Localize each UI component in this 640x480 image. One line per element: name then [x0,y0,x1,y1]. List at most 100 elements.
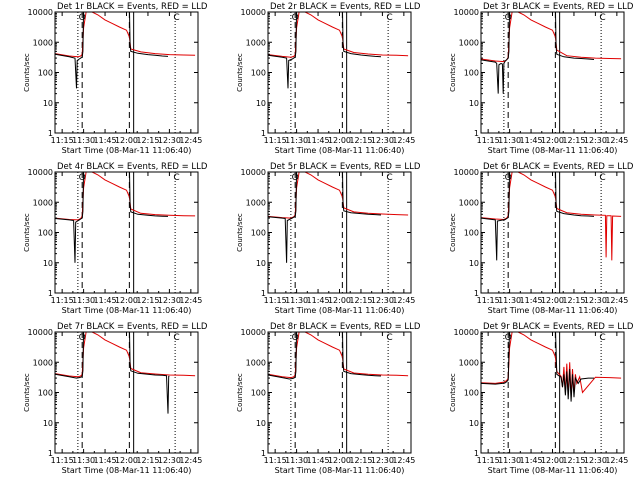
x-tick-label: 11:45 [307,296,330,305]
x-tick-label: 11:15 [264,136,287,145]
y-tick-label: 10 [256,419,266,428]
panel-title: Det 1r BLACK = Events, RED = LLD [57,2,208,12]
y-axis-label: Counts/sec [449,53,457,92]
y-tick-label: 10000 [28,328,53,337]
x-tick-label: 11:30 [72,456,95,465]
event-marker: O [79,13,86,23]
series-events-line [268,172,382,263]
x-tick-label: 11:45 [520,136,543,145]
event-marker: C [386,333,392,343]
x-tick-label: 11:15 [264,296,287,305]
x-tick-label: 12:00 [541,296,564,305]
x-tick-label: 11:15 [51,136,74,145]
y-tick-label: 100 [38,389,53,398]
y-tick-label: 100 [251,389,266,398]
plot-area [55,12,196,89]
plot-area [268,172,409,263]
y-tick-label: 100 [251,229,266,238]
x-tick-label: 11:45 [94,456,117,465]
x-tick-label: 12:15 [562,296,585,305]
y-tick-label: 1000 [459,198,479,207]
event-marker: O [79,173,86,183]
y-tick-label: 1000 [459,358,479,367]
x-axis-label: Start Time (08-Mar-11 11:06:40) [275,466,405,475]
x-tick-label: 12:30 [371,456,394,465]
y-tick-label: 1 [474,289,479,298]
y-tick-label: 10000 [241,328,266,337]
y-tick-label: 100 [38,229,53,238]
y-axis-label: Counts/sec [449,373,457,412]
x-tick-label: 12:15 [349,136,372,145]
plot-area [55,332,196,414]
plot-area [481,172,622,261]
y-tick-label: 10 [43,99,53,108]
plot-area [55,172,196,263]
y-tick-label: 1 [474,449,479,458]
y-tick-label: 10000 [241,168,266,177]
x-tick-label: 12:45 [179,456,202,465]
y-axis-label: Counts/sec [23,53,31,92]
event-marker: O [79,333,86,343]
y-tick-label: 10 [469,419,479,428]
y-tick-label: 1000 [33,358,53,367]
y-tick-label: 10000 [28,168,53,177]
x-tick-label: 11:45 [520,296,543,305]
x-axis-label: Start Time (08-Mar-11 11:06:40) [488,466,618,475]
series-events-line [268,332,382,380]
panel-title: Det 7r BLACK = Events, RED = LLD [57,322,208,332]
x-tick-label: 12:45 [392,136,415,145]
series-events-line [481,172,595,261]
y-tick-label: 10 [469,259,479,268]
y-tick-label: 1 [474,129,479,138]
x-tick-label: 11:30 [498,136,521,145]
x-tick-label: 11:15 [51,456,74,465]
event-marker: C [173,333,179,343]
x-tick-label: 11:45 [307,136,330,145]
y-axis-label: Counts/sec [236,213,244,252]
x-tick-label: 12:15 [349,296,372,305]
series-events-line [481,12,595,94]
x-tick-label: 11:15 [477,296,500,305]
plot-area [268,12,409,89]
y-tick-label: 1 [48,449,53,458]
x-tick-label: 12:30 [584,296,607,305]
y-tick-label: 1000 [246,38,266,47]
y-axis-label: Counts/sec [449,213,457,252]
y-tick-label: 1 [261,289,266,298]
x-axis-label: Start Time (08-Mar-11 11:06:40) [275,306,405,315]
x-tick-label: 12:45 [392,456,415,465]
y-tick-label: 10000 [454,8,479,17]
x-tick-label: 12:30 [158,456,181,465]
series-lld-line [55,12,196,58]
plot-area [481,332,622,402]
x-tick-label: 12:45 [605,456,628,465]
x-tick-label: 12:15 [562,136,585,145]
y-tick-label: 1 [48,289,53,298]
series-lld-line [55,332,196,378]
panel: Det 9r BLACK = Events, RED = LLD11:1511:… [449,322,634,475]
y-axis-label: Counts/sec [23,213,31,252]
y-tick-label: 10000 [454,168,479,177]
panel: Det 5r BLACK = Events, RED = LLD11:1511:… [236,162,421,315]
plot-area [268,332,409,380]
x-tick-label: 11:45 [94,136,117,145]
y-tick-label: 10 [469,99,479,108]
x-tick-label: 12:30 [158,296,181,305]
y-tick-label: 1 [261,449,266,458]
y-axis-label: Counts/sec [23,373,31,412]
x-tick-label: 12:00 [328,456,351,465]
y-tick-label: 1 [261,129,266,138]
x-tick-label: 11:30 [285,456,308,465]
event-marker: C [599,333,605,343]
x-tick-label: 12:15 [136,136,159,145]
x-tick-label: 11:15 [477,136,500,145]
panel: Det 6r BLACK = Events, RED = LLD11:1511:… [449,162,634,315]
x-axis-label: Start Time (08-Mar-11 11:06:40) [62,466,192,475]
x-tick-label: 11:30 [72,136,95,145]
panel: Det 7r BLACK = Events, RED = LLD11:1511:… [23,322,208,475]
x-tick-label: 12:00 [541,136,564,145]
x-tick-label: 11:15 [477,456,500,465]
event-marker: O [505,333,512,343]
panel-title: Det 8r BLACK = Events, RED = LLD [270,322,421,332]
